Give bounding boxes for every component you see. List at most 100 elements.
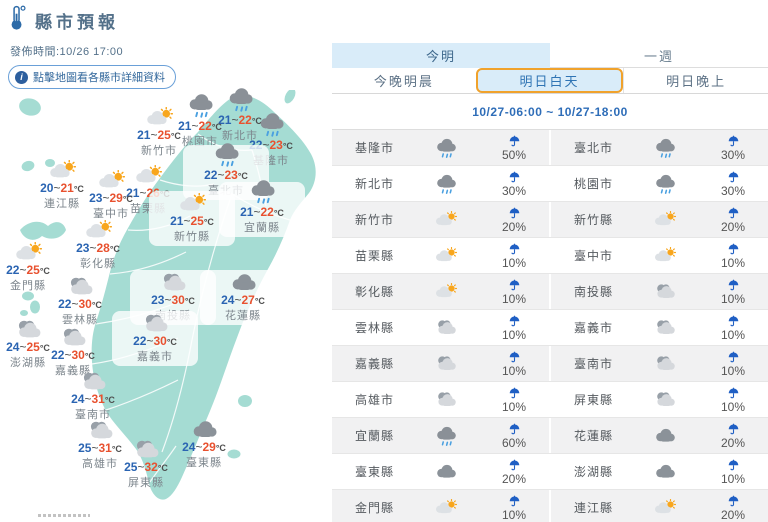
forecast-cell[interactable]: 苗栗縣 10%: [332, 238, 549, 273]
main-tabs: 今明 一週: [332, 43, 768, 68]
city-name: 澎湖縣: [574, 465, 614, 479]
dark-cloud-icon: [423, 463, 469, 480]
forecast-period: 10/27-06:00 ~ 10/27-18:00: [472, 105, 628, 119]
forecast-cell[interactable]: 花蓮縣 20%: [551, 418, 768, 453]
city-name: 新竹縣: [574, 213, 614, 227]
cloudy-icon: [103, 439, 189, 459]
forecast-cell[interactable]: 金門縣 10%: [332, 490, 549, 522]
forecast-cell[interactable]: 屏東縣 10%: [551, 382, 768, 417]
map-station[interactable]: 24~27°C 花蓮縣: [200, 270, 286, 326]
rain-probability: 10%: [479, 279, 549, 305]
map-station[interactable]: 21~25°C 新竹縣: [149, 191, 235, 247]
map-city-label: 新竹市: [141, 144, 177, 157]
map-station[interactable]: 20~21°C 連江縣: [19, 160, 105, 210]
rain-cloud-icon: [642, 173, 688, 194]
temp-range: 21~25°C: [170, 214, 214, 228]
umbrella-icon: [509, 243, 519, 254]
rain-probability: 20%: [479, 459, 549, 485]
map-hint-button[interactable]: i 點擊地圖看各縣市詳細資料: [8, 65, 176, 89]
map-station[interactable]: 24~29°C 臺東縣: [161, 419, 247, 469]
map-station[interactable]: 22~30°C 嘉義縣: [30, 327, 116, 377]
rain-cloud-icon: [157, 94, 243, 118]
temp-range: 23~30°C: [151, 293, 195, 307]
map-station[interactable]: 24~25°C 澎湖縣: [0, 319, 71, 369]
forecast-cell[interactable]: 臺南市 10%: [551, 346, 768, 381]
dark-cloud-icon: [642, 463, 688, 480]
tab-today-tomorrow[interactable]: 今明: [332, 43, 550, 68]
map-station[interactable]: 21~22°C 新北市: [197, 88, 283, 142]
umbrella-icon: [509, 423, 519, 434]
map-station[interactable]: 21~25°C 新竹市: [116, 107, 202, 157]
city-name: 連江縣: [574, 501, 614, 515]
table-row: 雲林縣 10% 嘉義市 10%: [332, 310, 768, 346]
forecast-cell[interactable]: 臺中市 10%: [551, 238, 768, 273]
map-station[interactable]: 25~32°C 屏東縣: [103, 439, 189, 489]
map-city-label: 金門縣: [10, 279, 46, 292]
island: [45, 159, 55, 167]
rain-cloud-icon: [423, 173, 469, 194]
map-station[interactable]: 23~29°C 臺中市: [68, 170, 154, 220]
forecast-cell[interactable]: 嘉義市 10%: [551, 310, 768, 345]
forecast-cell[interactable]: 宜蘭縣 60%: [332, 418, 549, 453]
tab-week[interactable]: 一週: [550, 43, 768, 68]
map-station[interactable]: 21~22°C 桃園市: [157, 94, 243, 148]
forecast-cell[interactable]: 新竹縣 20%: [551, 202, 768, 237]
cloudy-icon: [30, 327, 116, 347]
dark-cloud-icon: [642, 427, 688, 444]
city-name: 嘉義市: [574, 321, 614, 335]
forecast-cell[interactable]: 桃園市 30%: [551, 166, 768, 201]
forecast-cell[interactable]: 南投縣 10%: [551, 274, 768, 309]
rain-cloud-icon: [219, 180, 305, 204]
subtab-tomorrow-night[interactable]: 明日晚上: [623, 68, 768, 93]
forecast-cell[interactable]: 臺北市 30%: [551, 130, 768, 165]
city-name: 花蓮縣: [574, 429, 614, 443]
forecast-cell[interactable]: 連江縣 20%: [551, 490, 768, 522]
umbrella-icon: [509, 351, 519, 362]
subtab-tomorrow-daytime[interactable]: 明日白天: [475, 68, 624, 93]
forecast-cell[interactable]: 基隆市 50%: [332, 130, 549, 165]
map-station[interactable]: 24~31°C 臺南市: [50, 371, 136, 421]
cloudy-icon: [423, 391, 469, 408]
map-station[interactable]: 23~28°C 彰化縣: [55, 220, 141, 270]
forecast-cell[interactable]: 高雄市 10%: [332, 382, 549, 417]
forecast-cell[interactable]: 彰化縣 10%: [332, 274, 549, 309]
map-station[interactable]: 22~23°C 基隆市: [228, 113, 314, 167]
map-station[interactable]: 22~30°C 雲林縣: [37, 276, 123, 326]
island: [238, 395, 252, 407]
city-name: 臺北市: [574, 141, 614, 155]
dark-cloud-icon: [161, 419, 247, 439]
map-station[interactable]: 25~31°C 高雄市: [57, 420, 143, 470]
map-station[interactable]: 22~25°C 金門縣: [0, 242, 71, 292]
temp-range: 24~25°C: [6, 340, 50, 354]
taiwan-map-area[interactable]: 21~22°C 新北市 21~22°C 桃園市 22~23°C 基隆市 21~2…: [0, 88, 332, 522]
temp-range: 25~31°C: [78, 441, 122, 455]
umbrella-icon: [728, 351, 738, 362]
umbrella-icon: [728, 279, 738, 290]
sun-behind-cloud-icon: [149, 193, 235, 213]
city-name: 彰化縣: [355, 285, 395, 299]
rain-probability: 20%: [479, 207, 549, 233]
forecast-cell[interactable]: 嘉義縣 10%: [332, 346, 549, 381]
forecast-cell[interactable]: 雲林縣 10%: [332, 310, 549, 345]
map-city-label: 高雄市: [82, 457, 118, 470]
subtab-tonight-tomorrow-morning[interactable]: 今晚明晨: [332, 68, 476, 93]
umbrella-icon: [509, 459, 519, 470]
sun-behind-cloud-icon: [68, 170, 154, 190]
cloudy-icon: [130, 272, 216, 292]
forecast-cell[interactable]: 臺東縣 20%: [332, 454, 549, 489]
map-station[interactable]: 22~30°C 嘉義市: [112, 311, 198, 367]
rain-probability: 10%: [698, 387, 768, 413]
forecast-cell[interactable]: 新竹市 20%: [332, 202, 549, 237]
thermometer-icon: [8, 4, 27, 36]
city-name: 臺南市: [574, 357, 614, 371]
forecast-cell[interactable]: 澎湖縣 10%: [551, 454, 768, 489]
city-name: 桃園市: [574, 177, 614, 191]
temp-range: 24~27°C: [221, 293, 265, 307]
city-name: 新北市: [355, 177, 395, 191]
map-hint-label: 點擊地圖看各縣市詳細資料: [33, 72, 165, 84]
umbrella-icon: [509, 171, 519, 182]
rain-probability: 10%: [698, 243, 768, 269]
forecast-cell[interactable]: 新北市 30%: [332, 166, 549, 201]
temp-range: 21~22°C: [178, 119, 222, 133]
sun-behind-cloud-icon: [55, 220, 141, 240]
